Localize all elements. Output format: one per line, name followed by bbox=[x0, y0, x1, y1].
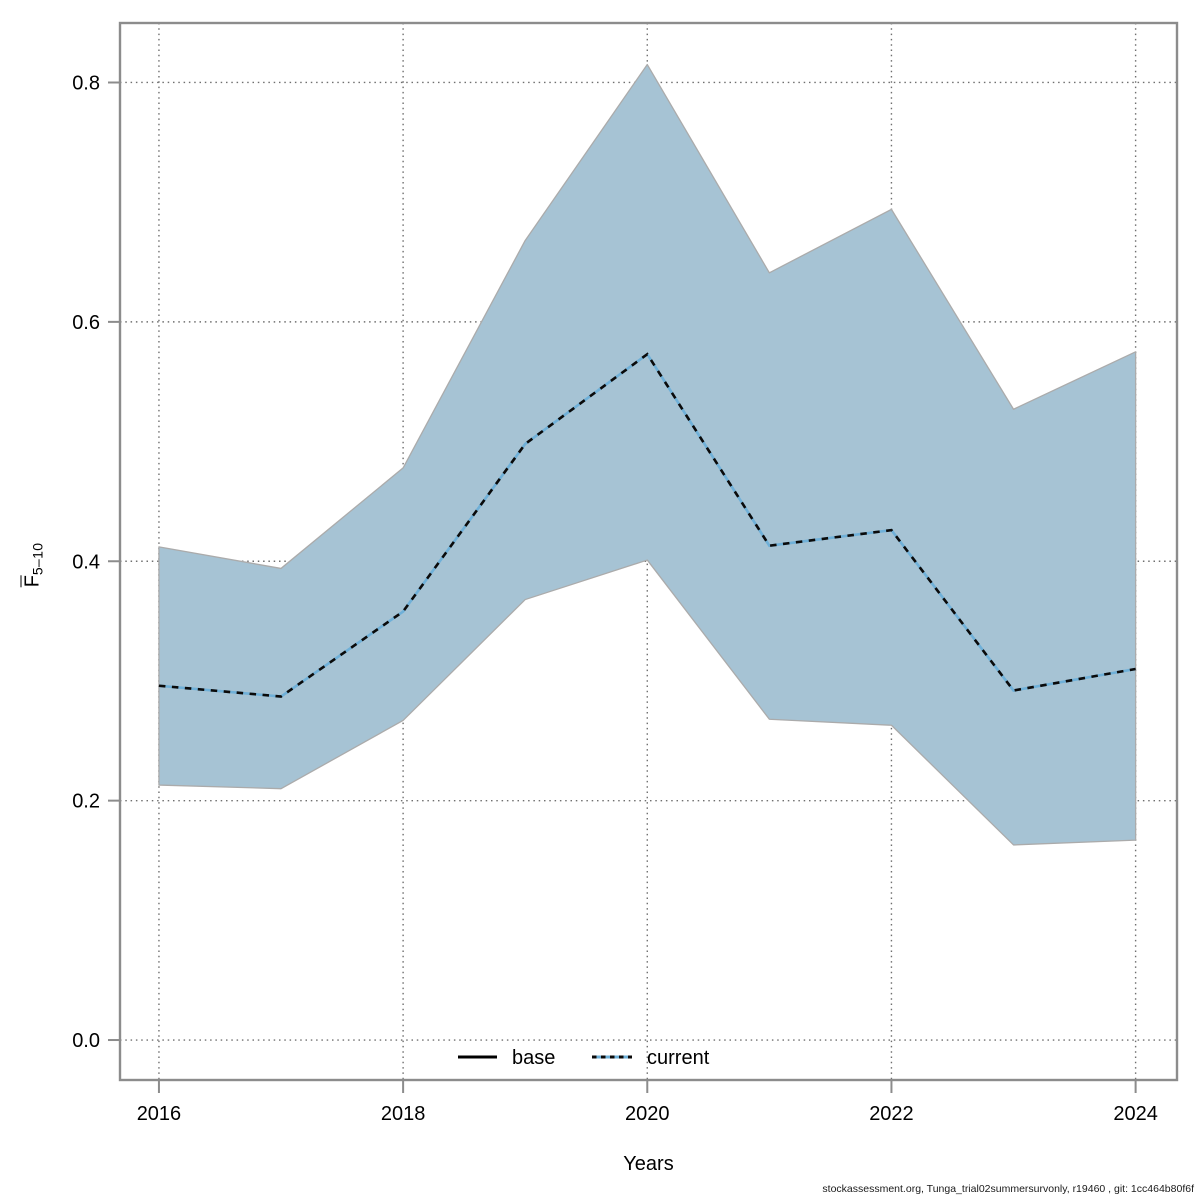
confidence-band bbox=[158, 63, 1137, 846]
y-tick-label: 0.2 bbox=[72, 791, 100, 813]
provenance-note: stockassessment.org, Tunga_trial02summer… bbox=[822, 1183, 1194, 1195]
x-tick-label: 2016 bbox=[137, 1103, 182, 1125]
y-axis-title-main: F bbox=[20, 575, 44, 588]
x-tick-label: 2022 bbox=[869, 1103, 914, 1125]
legend-current-label: current bbox=[647, 1047, 710, 1069]
legend-base-label: base bbox=[512, 1047, 555, 1069]
y-tick-label: 0.6 bbox=[72, 312, 100, 334]
y-tick-label: 0.8 bbox=[72, 72, 100, 94]
current-line bbox=[158, 352, 1136, 698]
x-tick-label: 2024 bbox=[1113, 1103, 1158, 1125]
x-tick-label: 2018 bbox=[381, 1103, 426, 1125]
y-axis-title-subscript: 5–10 bbox=[29, 542, 46, 576]
x-tick-label: 2020 bbox=[625, 1103, 670, 1125]
x-axis-title: Years bbox=[623, 1153, 673, 1175]
plot-border bbox=[118, 21, 1179, 1082]
y-tick-label: 0.0 bbox=[72, 1030, 100, 1052]
y-axis-title: F5–10 bbox=[20, 542, 46, 588]
y-tick-label: 0.4 bbox=[72, 551, 100, 573]
